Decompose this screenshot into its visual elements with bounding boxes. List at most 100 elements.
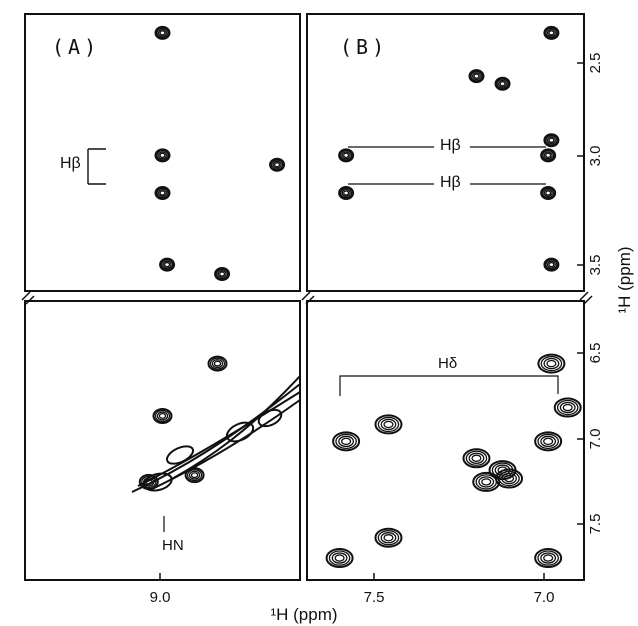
peak-b-lower-8 <box>374 527 403 548</box>
h-beta-label-b-upper: Hβ <box>440 137 461 154</box>
peak-b-lower-10-contour <box>559 401 576 414</box>
peak-a-lower-2-contour <box>138 473 159 490</box>
peak-b-lower-0-contour <box>338 435 355 448</box>
peak-b-upper-3-contour <box>341 151 351 160</box>
diagonal-ridge <box>131 375 301 493</box>
peak-a-lower-2 <box>138 473 159 490</box>
peak-b-lower-2-contour <box>537 433 559 450</box>
panel-b-lower-frame <box>306 300 585 581</box>
peak-b-lower-11-contour <box>543 357 560 370</box>
peak-a-upper-0 <box>154 25 171 40</box>
peak-a-lower-2-contour <box>141 475 157 489</box>
peak-a-lower-1-contour <box>152 407 173 424</box>
y-tick-7-5: 7.5 <box>587 514 604 535</box>
peak-b-lower-7-contour <box>331 552 348 564</box>
peak-b-lower-10-contour <box>556 399 579 416</box>
peak-b-lower-6-contour <box>503 474 515 483</box>
panel-a-upper-frame <box>24 13 301 292</box>
peak-b-lower-0 <box>332 431 361 452</box>
peak-b-upper-0-contour <box>470 70 483 82</box>
peak-b-upper-4-contour <box>540 148 557 163</box>
peak-b-lower-11-contour <box>537 353 566 374</box>
peak-b-upper-4-contour <box>543 151 553 160</box>
peak-b-upper-2-contour <box>543 25 560 40</box>
axis-break-marks <box>21 291 593 305</box>
peak-a-upper-2-contour <box>159 190 166 196</box>
peak-b-lower-11-contour <box>546 359 557 368</box>
h-beta-bracket-a <box>87 148 106 185</box>
peak-b-upper-4-contour <box>545 152 552 159</box>
peak-a-lower-0-contour <box>213 360 222 367</box>
peak-b-lower-3-contour <box>471 454 482 462</box>
peak-a-upper-2-contour <box>157 189 168 198</box>
peak-b-upper-6-contour <box>540 186 557 201</box>
peak-a-upper-1 <box>154 148 171 163</box>
peak-a-lower-2-contour <box>145 478 153 485</box>
peak-a-lower-3-contour <box>184 467 205 484</box>
peak-a-lower-1-contour <box>158 412 167 420</box>
peak-a-upper-0-contour <box>156 27 169 39</box>
h-delta-bracket <box>339 375 559 396</box>
peak-b-upper-7-contour <box>543 133 560 148</box>
peak-a-upper-2 <box>154 186 171 201</box>
y-tick-7-0: 7.0 <box>587 429 604 450</box>
peak-a-upper-2-contour <box>154 186 171 201</box>
peak-b-upper-2 <box>543 25 560 40</box>
ticks <box>159 62 584 580</box>
peak-b-upper-7-contour <box>546 136 556 145</box>
x-axis-label: ¹H (ppm) <box>270 605 337 624</box>
peak-b-lower-11 <box>537 353 566 374</box>
peak-b-lower-10-contour <box>553 397 582 418</box>
peak-a-lower-0-contour <box>207 355 228 372</box>
peak-b-lower-1-contour <box>374 414 403 435</box>
peak-b-lower-8-contour <box>377 530 400 546</box>
peak-b-lower-9-contour <box>543 554 554 562</box>
peak-b-upper-2-contour <box>545 27 558 39</box>
peak-b-upper-3-contour <box>339 149 353 161</box>
peak-b-lower-3-contour <box>465 450 488 466</box>
peak-b-lower-9-contour <box>540 552 557 564</box>
y-tick-2-5: 2.5 <box>587 53 604 74</box>
peak-a-upper-4-contour <box>217 270 227 279</box>
peak-b-upper-5-contour <box>341 189 351 198</box>
peak-a-upper-3-contour <box>162 260 172 269</box>
peak-b-lower-10 <box>553 397 582 418</box>
peak-a-lower-0-contour <box>209 357 226 370</box>
peak-a-upper-3 <box>159 257 176 272</box>
peak-b-lower-2-contour <box>543 437 554 446</box>
peak-b-lower-6-contour <box>501 472 517 485</box>
peak-a-upper-2-contour <box>156 187 169 199</box>
peak-a-upper-4-contour <box>215 268 229 280</box>
peak-b-upper-5-contour <box>339 187 353 199</box>
peak-b-lower-9-contour <box>537 550 559 566</box>
peak-b-lower-2 <box>534 431 563 452</box>
peak-b-upper-2-contour <box>548 30 555 36</box>
peak-b-lower-8-contour <box>383 534 394 542</box>
panel-a-lower-frame <box>24 300 301 581</box>
peak-b-upper-5-contour <box>343 190 350 196</box>
peak-b-lower-8-contour <box>374 527 403 548</box>
peak-b-upper-1-contour <box>494 76 511 91</box>
peak-b-upper-7 <box>543 133 560 148</box>
peak-b-lower-5-contour <box>478 476 495 488</box>
peak-layer <box>138 25 582 569</box>
peak-a-upper-1-contour <box>159 152 166 159</box>
panel-a-label: (A) <box>52 35 100 59</box>
peak-b-upper-8-contour <box>543 257 560 272</box>
peak-a-upper-5 <box>269 157 286 172</box>
peak-b-lower-1-contour <box>383 420 394 429</box>
peak-b-lower-6-contour <box>498 470 520 487</box>
peak-b-lower-0-contour <box>335 433 357 450</box>
peak-b-lower-9 <box>534 548 563 569</box>
peak-b-lower-7-contour <box>334 554 345 562</box>
peak-a-lower-3-contour <box>190 472 199 479</box>
peak-a-upper-1-contour <box>154 148 171 163</box>
peak-a-upper-5-contour <box>269 157 286 172</box>
peak-b-lower-11-contour <box>540 355 563 372</box>
peak-b-upper-0-contour <box>471 72 482 81</box>
peak-b-upper-0-contour <box>468 69 485 84</box>
peak-a-upper-5-contour <box>274 162 281 168</box>
y-axis-label: ¹H (ppm) <box>615 246 634 313</box>
peak-b-upper-3-contour <box>338 148 355 163</box>
peak-a-lower-3-contour <box>186 469 203 482</box>
